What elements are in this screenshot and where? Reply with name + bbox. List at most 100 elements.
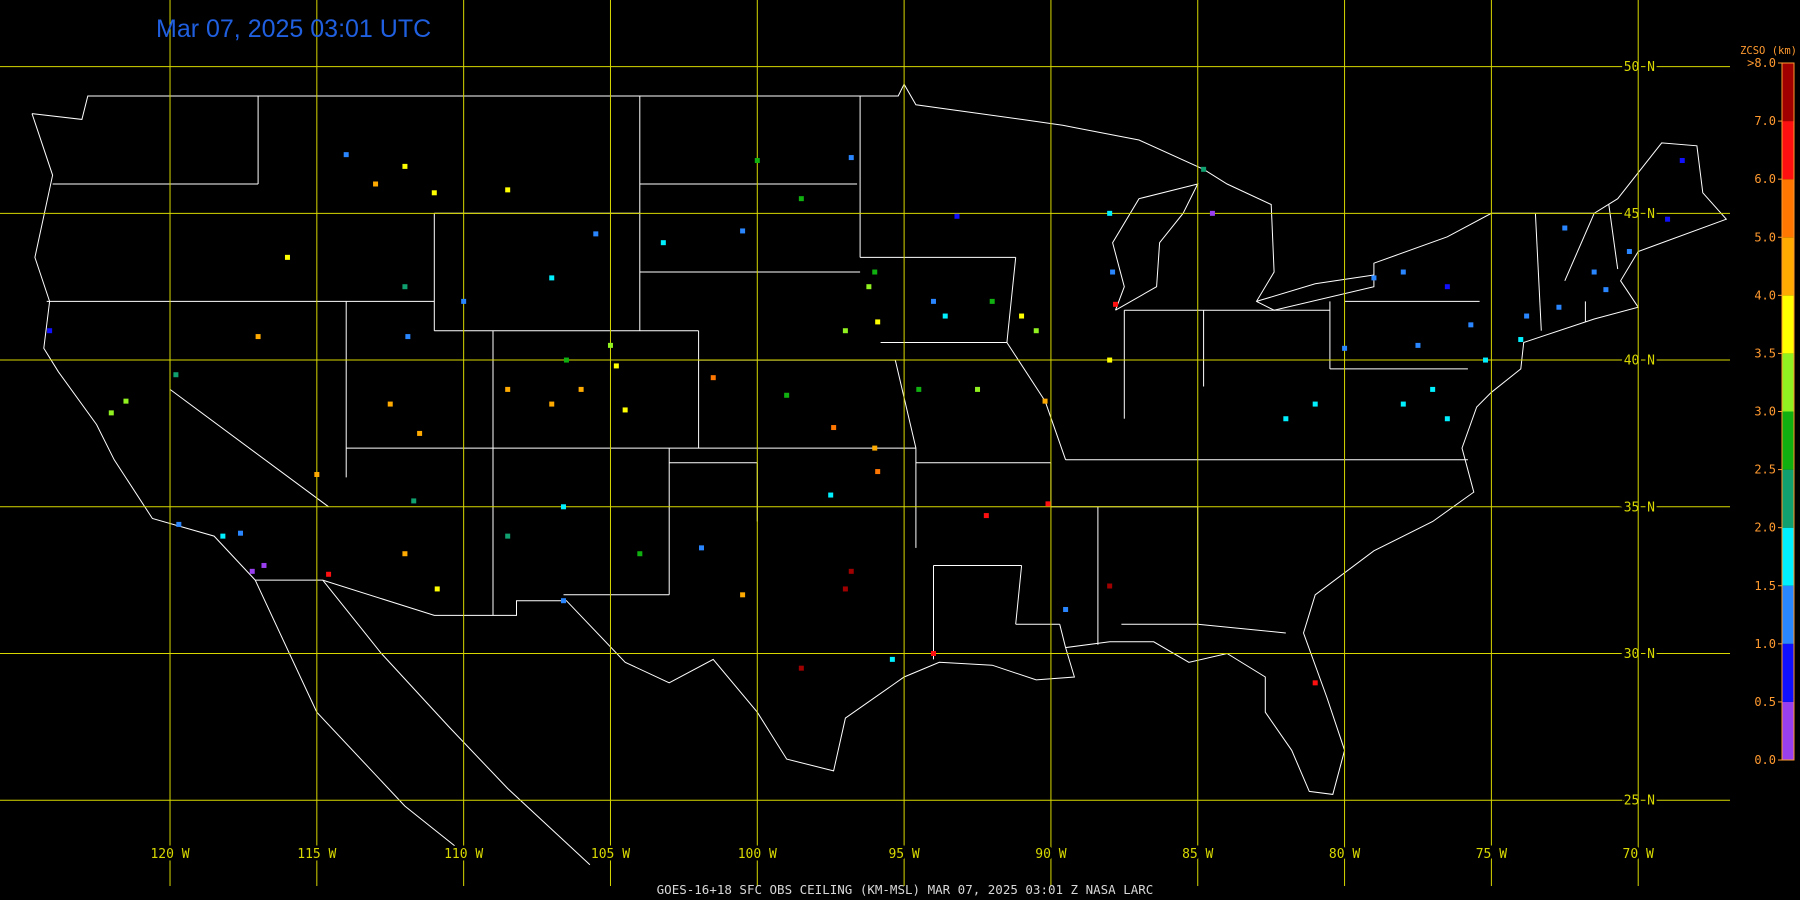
station: [875, 319, 881, 325]
station: [387, 401, 393, 407]
state-border: [1608, 204, 1619, 270]
latitude-label: 25 N: [1624, 794, 1655, 809]
colorbar-label: 7.0: [1754, 114, 1776, 128]
longitude-label: 105 W: [591, 847, 630, 862]
station: [47, 328, 53, 334]
colorbar-label: 6.0: [1754, 172, 1776, 186]
station: [1603, 287, 1609, 293]
station: [1019, 313, 1025, 319]
colorbar-label: 2.0: [1754, 521, 1776, 535]
state-border: [1197, 623, 1286, 634]
station: [1201, 166, 1207, 172]
colorbar-segment: [1782, 237, 1794, 296]
station: [607, 342, 613, 348]
latitude-label: 35 N: [1624, 500, 1655, 515]
station: [1524, 313, 1530, 319]
state-border: [1534, 213, 1542, 331]
station: [1033, 328, 1039, 334]
station: [660, 240, 666, 246]
state-border: [1006, 257, 1017, 343]
station: [411, 498, 417, 504]
station: [1312, 680, 1318, 686]
station: [563, 357, 569, 363]
station: [699, 545, 705, 551]
longitude-label: 75 W: [1476, 847, 1507, 862]
station: [220, 533, 226, 539]
station: [593, 231, 599, 237]
station: [1591, 269, 1597, 275]
boundaries: [31, 83, 1728, 866]
station: [754, 158, 760, 164]
colorbar: 0.0 0.5 1.0 1.5 2.0 2.5 3.0 3.5 4.0 5.0 6.0 7.0 >8.0…: [1740, 45, 1797, 767]
station: [613, 363, 619, 369]
colorbar-segment: [1782, 643, 1794, 702]
station: [123, 398, 129, 404]
station: [1626, 248, 1632, 254]
baja-coast: [254, 579, 465, 854]
station: [1665, 216, 1671, 222]
colorbar-segment: [1782, 179, 1794, 238]
colorbar-segment: [1782, 585, 1794, 644]
footer: GOES-16+18 SFC OBS CEILING (KM-MSL) MAR …: [657, 882, 1154, 897]
colorbar-title: ZCSO (km): [1740, 45, 1797, 57]
colorbar-segment: [1782, 63, 1794, 122]
station: [889, 656, 895, 662]
colorbar-label: >8.0: [1747, 56, 1776, 70]
station: [983, 513, 989, 519]
latitude-label: 45 N: [1624, 207, 1655, 222]
colorbar-segment: [1782, 527, 1794, 586]
longitude-label: 115 W: [297, 847, 336, 862]
station: [434, 586, 440, 592]
station: [1430, 386, 1436, 392]
colorbar-label: 1.5: [1754, 579, 1776, 593]
station: [848, 568, 854, 574]
station: [798, 665, 804, 671]
station: [842, 328, 848, 334]
station: [176, 521, 182, 527]
colorbar-label: 4.0: [1754, 288, 1776, 302]
station: [930, 651, 936, 657]
station: [255, 334, 261, 340]
colorbar-label: 5.0: [1754, 230, 1776, 244]
latitude-label: 50 N: [1624, 60, 1655, 75]
station: [1342, 345, 1348, 351]
station: [740, 592, 746, 598]
observations: [47, 152, 1685, 686]
station: [1444, 416, 1450, 422]
station: [710, 375, 716, 381]
station: [1679, 158, 1685, 164]
longitude-label: 90 W: [1035, 847, 1066, 862]
station: [1042, 398, 1048, 404]
station: [975, 386, 981, 392]
station: [784, 392, 790, 398]
latitude-label: 40 N: [1624, 354, 1655, 369]
station: [249, 568, 255, 574]
station: [1107, 583, 1113, 589]
station: [1371, 275, 1377, 281]
mexico-coast: [322, 579, 591, 866]
station: [989, 298, 995, 304]
station: [1415, 342, 1421, 348]
station: [875, 469, 881, 475]
station: [1312, 401, 1318, 407]
latitude-label: 30 N: [1624, 647, 1655, 662]
station: [1045, 501, 1051, 507]
station: [842, 586, 848, 592]
state-border: [1006, 342, 1046, 402]
station: [866, 284, 872, 290]
station: [549, 401, 555, 407]
station: [916, 386, 922, 392]
station: [343, 152, 349, 158]
longitude-label: 95 W: [888, 847, 919, 862]
station: [1562, 225, 1568, 231]
station: [560, 504, 566, 510]
station: [740, 228, 746, 234]
colorbar-label: 3.5: [1754, 346, 1776, 360]
longitude-label: 85 W: [1182, 847, 1213, 862]
timestamp: Mar 07, 2025 03:01 UTC: [156, 15, 431, 43]
station: [1107, 357, 1113, 363]
longitude-label: 80 W: [1329, 847, 1360, 862]
station: [798, 196, 804, 202]
station: [942, 313, 948, 319]
